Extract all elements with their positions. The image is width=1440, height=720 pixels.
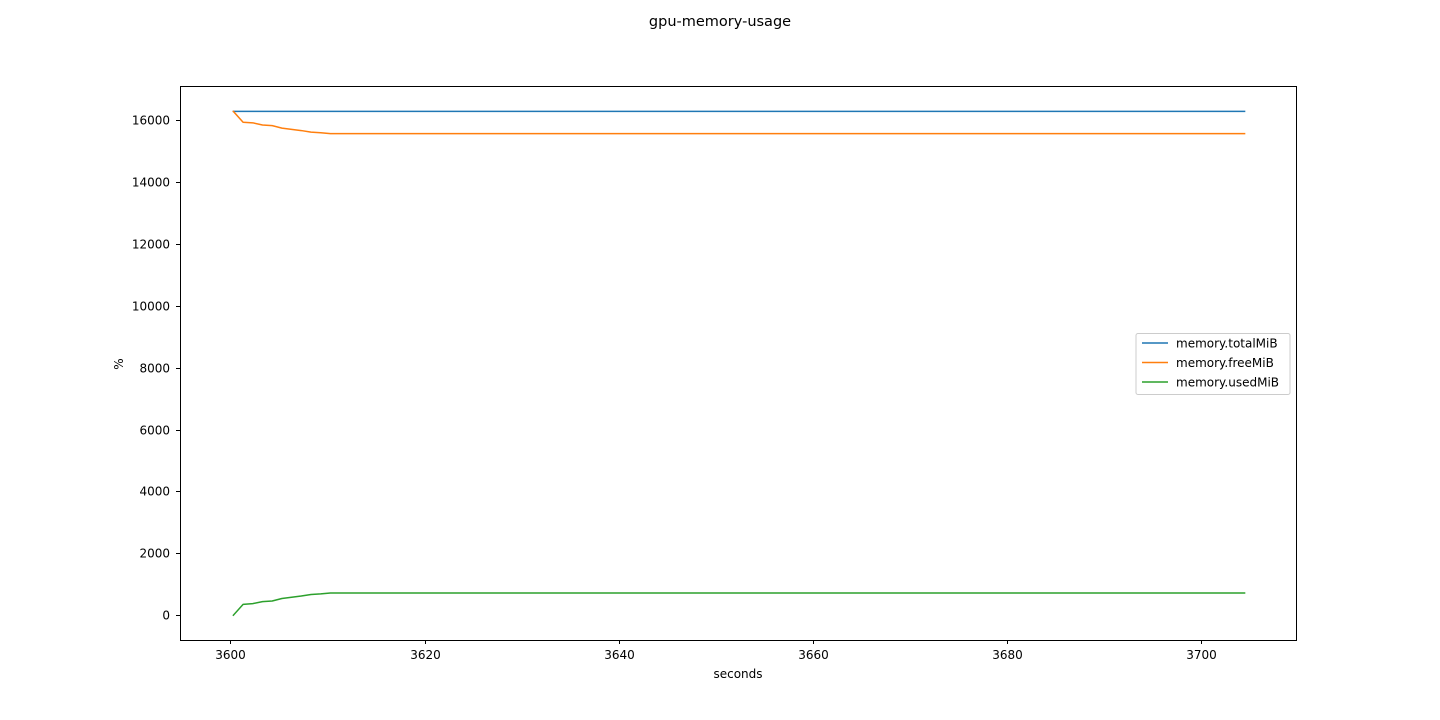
legend: memory.totalMiB memory.freeMiB memory.used…: [1135, 333, 1291, 395]
y-tick-label-6: 12000: [132, 238, 170, 252]
legend-label-2: memory.usedMiB: [1176, 376, 1279, 390]
y-tick-label-1: 2000: [139, 547, 170, 561]
series-line-2: [232, 592, 1246, 617]
x-tick-label-1: 3620: [410, 648, 441, 662]
y-tick-label-7: 14000: [132, 176, 170, 190]
legend-box: [1135, 333, 1291, 395]
chart-title: gpu-memory-usage: [649, 14, 791, 30]
x-axis-ticks: 3600 3620 3640 3660 3680 3700: [215, 640, 1217, 662]
x-tick-label-0: 3600: [215, 648, 246, 662]
x-tick-label-5: 3700: [1186, 648, 1217, 662]
y-tick-label-5: 10000: [132, 300, 170, 314]
plot-lines: [232, 110, 1246, 617]
x-tick-label-2: 3640: [604, 648, 635, 662]
y-axis-label: %: [112, 358, 126, 369]
y-tick-label-8: 16000: [132, 114, 170, 128]
series-line-1: [232, 110, 1246, 135]
axes-frame: [180, 86, 1297, 641]
legend-label-0: memory.totalMiB: [1176, 337, 1278, 351]
y-tick-label-3: 6000: [139, 424, 170, 438]
y-tick-label-2: 4000: [139, 485, 170, 499]
legend-label-1: memory.freeMiB: [1176, 356, 1274, 370]
x-axis-label: seconds: [713, 667, 762, 681]
y-axis-ticks: 0 2000 4000 6000 8000 10000 12000 14000 16000: [132, 114, 180, 623]
x-tick-label-3: 3660: [798, 648, 829, 662]
y-tick-label-4: 8000: [139, 362, 170, 376]
x-tick-label-4: 3680: [992, 648, 1023, 662]
y-tick-label-0: 0: [162, 609, 170, 623]
